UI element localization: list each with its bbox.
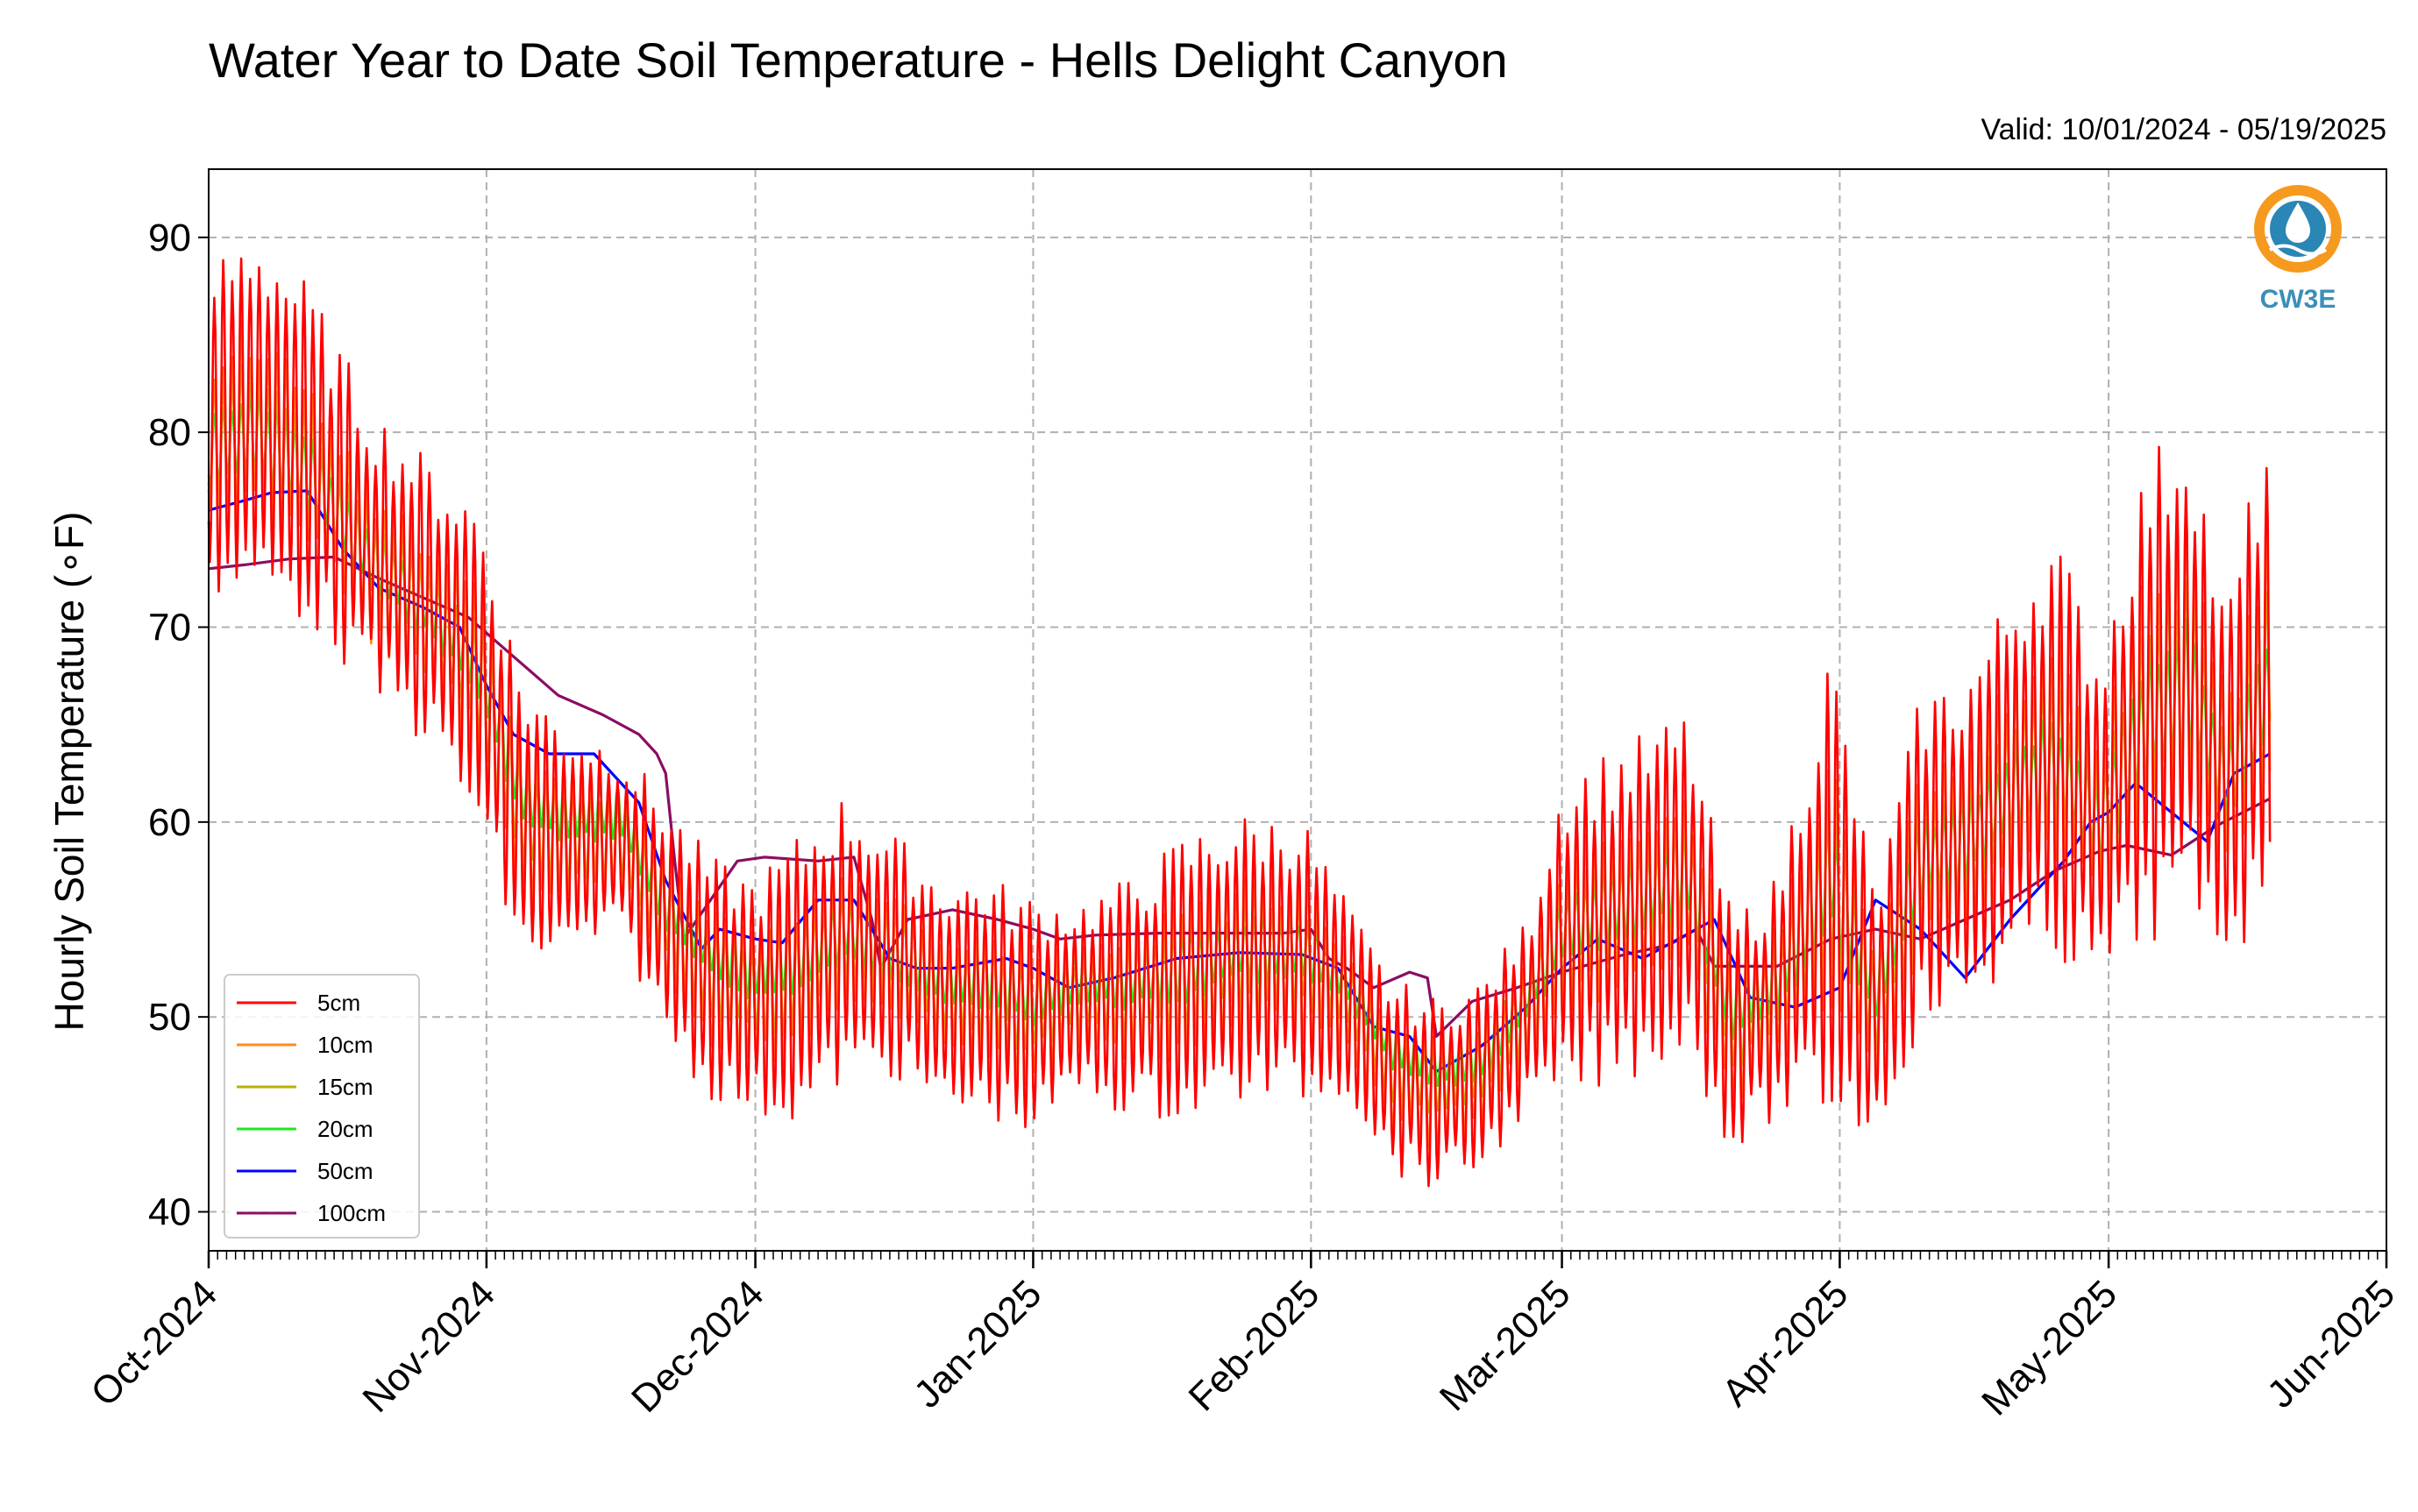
cw3e-logo: CW3E	[2254, 185, 2342, 314]
legend-label-100cm: 100cm	[317, 1200, 386, 1226]
legend-label-15cm: 15cm	[317, 1074, 373, 1100]
x-tick-label: Jan-2025	[906, 1272, 1049, 1416]
valid-date-range: Valid: 10/01/2024 - 05/19/2025	[1981, 113, 2386, 146]
legend-label-20cm: 20cm	[317, 1116, 373, 1142]
legend: 5cm 10cm 15cm 20cm 50cm 100cm	[224, 974, 420, 1239]
y-tick-label: 50	[148, 996, 191, 1039]
y-tick-label: 70	[148, 607, 191, 650]
legend-label-5cm: 5cm	[317, 990, 360, 1016]
x-tick-label: Jun-2025	[2259, 1272, 2403, 1416]
plot-area	[207, 257, 2272, 1188]
x-tick-label: Oct-2024	[82, 1272, 225, 1415]
y-axis-label: Hourly Soil Temperature (∘F)	[46, 512, 92, 1032]
y-tick-label: 40	[148, 1191, 191, 1234]
legend-label-10cm: 10cm	[317, 1032, 373, 1058]
logo-sun-ring	[2254, 185, 2342, 273]
y-tick-label: 80	[148, 411, 191, 454]
y-tick-label: 90	[148, 217, 191, 259]
plot-frame	[208, 168, 2387, 1252]
x-tick-label: Feb-2025	[1181, 1272, 1328, 1419]
series-line-5cm	[207, 257, 2272, 1188]
x-tick-label: Apr-2025	[1714, 1272, 1857, 1415]
logo-water-drop-icon	[2286, 202, 2310, 243]
logo-text: CW3E	[2260, 285, 2336, 314]
x-tick-label: Dec-2024	[623, 1272, 772, 1421]
logo-wave	[2269, 244, 2327, 256]
legend-label-50cm: 50cm	[317, 1158, 373, 1184]
x-tick-label: Mar-2025	[1432, 1272, 1579, 1419]
chart-title: Water Year to Date Soil Temperature - He…	[209, 32, 1508, 88]
x-tick-label: May-2025	[1974, 1272, 2125, 1423]
x-tick-label: Nov-2024	[354, 1272, 503, 1421]
y-tick-label: 60	[148, 801, 191, 844]
